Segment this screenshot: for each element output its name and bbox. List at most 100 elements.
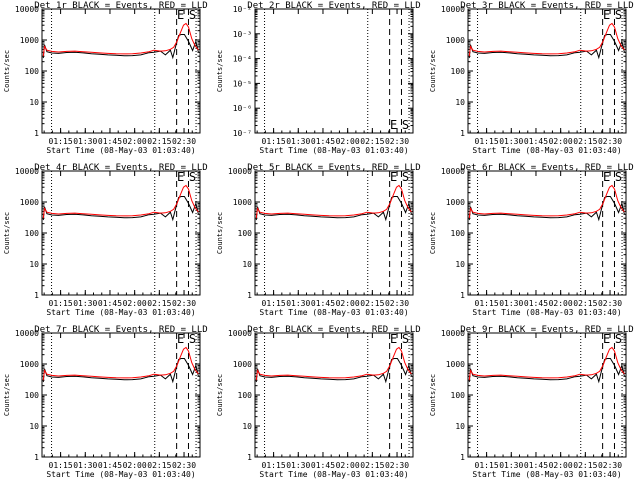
marker-label-e: E	[177, 332, 184, 346]
y-axis-label: Counts/sec	[3, 374, 11, 416]
y-tick-label: 10⁻⁴	[233, 55, 252, 64]
series-events	[42, 358, 199, 384]
y-tick-label: 100	[451, 391, 466, 400]
x-tick-label: 01:30	[499, 461, 523, 470]
y-axis-label: Counts/sec	[3, 212, 11, 254]
y-axis-label: Counts/sec	[216, 50, 224, 92]
panel-title: Det 4r BLACK = Events, RED = LLD	[34, 163, 207, 173]
y-tick-label: 1000	[446, 360, 465, 369]
y-tick-label: 1	[34, 291, 39, 300]
x-tick-label: 01:45	[524, 137, 548, 146]
y-tick-label: 10⁻⁶	[233, 104, 252, 113]
marker-label-s: S	[189, 332, 196, 346]
y-axis-label: Counts/sec	[429, 50, 437, 92]
x-tick-label: 02:00	[123, 137, 147, 146]
marker-label-s: S	[189, 170, 196, 184]
x-tick-label: 02:00	[549, 461, 573, 470]
x-tick-label: 01:30	[73, 461, 97, 470]
marker-label-e: E	[177, 8, 184, 22]
x-axis-label: Start Time (08-May-03 01:03:40)	[472, 470, 621, 479]
x-tick-label: 02:00	[123, 461, 147, 470]
x-tick-label: 02:00	[336, 461, 360, 470]
x-tick-label: 02:15	[573, 137, 597, 146]
x-tick-label: 02:30	[172, 137, 196, 146]
x-axis-label: Start Time (08-May-03 01:03:40)	[259, 146, 408, 155]
x-tick-label: 01:30	[499, 299, 523, 308]
x-tick-label: 02:15	[360, 137, 384, 146]
marker-label-e: E	[390, 170, 397, 184]
x-tick-label: 01:15	[49, 137, 73, 146]
x-axis-label: Start Time (08-May-03 01:03:40)	[259, 308, 408, 317]
y-tick-label: 1	[247, 291, 252, 300]
y-tick-label: 100	[451, 229, 466, 238]
y-tick-label: 10⁻²	[233, 5, 252, 14]
x-tick-label: 02:30	[385, 299, 409, 308]
marker-label-s: S	[615, 170, 622, 184]
y-tick-label: 10	[455, 422, 465, 431]
marker-label-s: S	[615, 332, 622, 346]
x-tick-label: 01:15	[262, 137, 286, 146]
marker-label-e: E	[603, 170, 610, 184]
series-events	[255, 358, 412, 384]
y-tick-label: 1000	[446, 36, 465, 45]
x-axis-label: Start Time (08-May-03 01:03:40)	[46, 308, 195, 317]
y-tick-label: 10	[242, 422, 252, 431]
panel-1: Det 1r BLACK = Events, RED = LLD 1 10 100 10…	[3, 1, 208, 155]
y-tick-label: 100	[25, 229, 40, 238]
y-tick-label: 10000	[441, 5, 465, 14]
y-tick-label: 100	[25, 391, 40, 400]
y-tick-label: 10	[29, 98, 39, 107]
y-tick-label: 10	[29, 422, 39, 431]
y-tick-label: 1000	[233, 360, 252, 369]
y-tick-label: 10000	[228, 167, 252, 176]
y-tick-label: 100	[451, 67, 466, 76]
panel-title: Det 2r BLACK = Events, RED = LLD	[247, 1, 420, 11]
marker-label-s: S	[402, 332, 409, 346]
x-tick-label: 01:45	[524, 461, 548, 470]
x-tick-label: 01:30	[286, 461, 310, 470]
y-tick-label: 10⁻⁵	[233, 79, 252, 88]
series-lld	[42, 22, 199, 57]
y-tick-label: 10000	[441, 329, 465, 338]
x-tick-label: 01:15	[475, 137, 499, 146]
series-lld	[468, 184, 625, 219]
x-axis-label: Start Time (08-May-03 01:03:40)	[259, 470, 408, 479]
y-axis-label: Counts/sec	[216, 212, 224, 254]
series-events	[255, 196, 412, 222]
x-tick-label: 02:15	[147, 299, 171, 308]
x-tick-label: 01:45	[98, 137, 122, 146]
x-tick-label: 01:30	[286, 299, 310, 308]
y-tick-label: 10	[242, 260, 252, 269]
x-tick-label: 02:15	[573, 461, 597, 470]
series-events	[468, 34, 625, 60]
series-events	[42, 196, 199, 222]
y-axis-label: Counts/sec	[429, 212, 437, 254]
x-tick-label: 02:15	[360, 461, 384, 470]
panel-9: Det 9r BLACK = Events, RED = LLD 1 10 100 10…	[429, 325, 634, 479]
marker-label-e: E	[390, 332, 397, 346]
x-tick-label: 02:15	[573, 299, 597, 308]
y-tick-label: 1000	[20, 360, 39, 369]
y-axis-label: Counts/sec	[3, 50, 11, 92]
y-tick-label: 10000	[15, 5, 39, 14]
panel-title: Det 5r BLACK = Events, RED = LLD	[247, 163, 420, 173]
y-tick-label: 100	[25, 67, 40, 76]
y-tick-label: 1000	[20, 198, 39, 207]
x-tick-label: 01:45	[311, 299, 335, 308]
y-tick-label: 10000	[441, 167, 465, 176]
series-lld	[255, 184, 412, 219]
x-axis-label: Start Time (08-May-03 01:03:40)	[472, 308, 621, 317]
y-tick-label: 10	[455, 98, 465, 107]
x-axis-label: Start Time (08-May-03 01:03:40)	[46, 146, 195, 155]
y-tick-label: 10	[29, 260, 39, 269]
y-tick-label: 100	[238, 229, 253, 238]
x-tick-label: 01:45	[98, 299, 122, 308]
panel-title: Det 1r BLACK = Events, RED = LLD	[34, 1, 207, 11]
y-axis-label: Counts/sec	[429, 374, 437, 416]
y-axis-label: Counts/sec	[216, 374, 224, 416]
y-tick-label: 1000	[20, 36, 39, 45]
marker-label-s: S	[189, 8, 196, 22]
x-tick-label: 02:30	[172, 461, 196, 470]
